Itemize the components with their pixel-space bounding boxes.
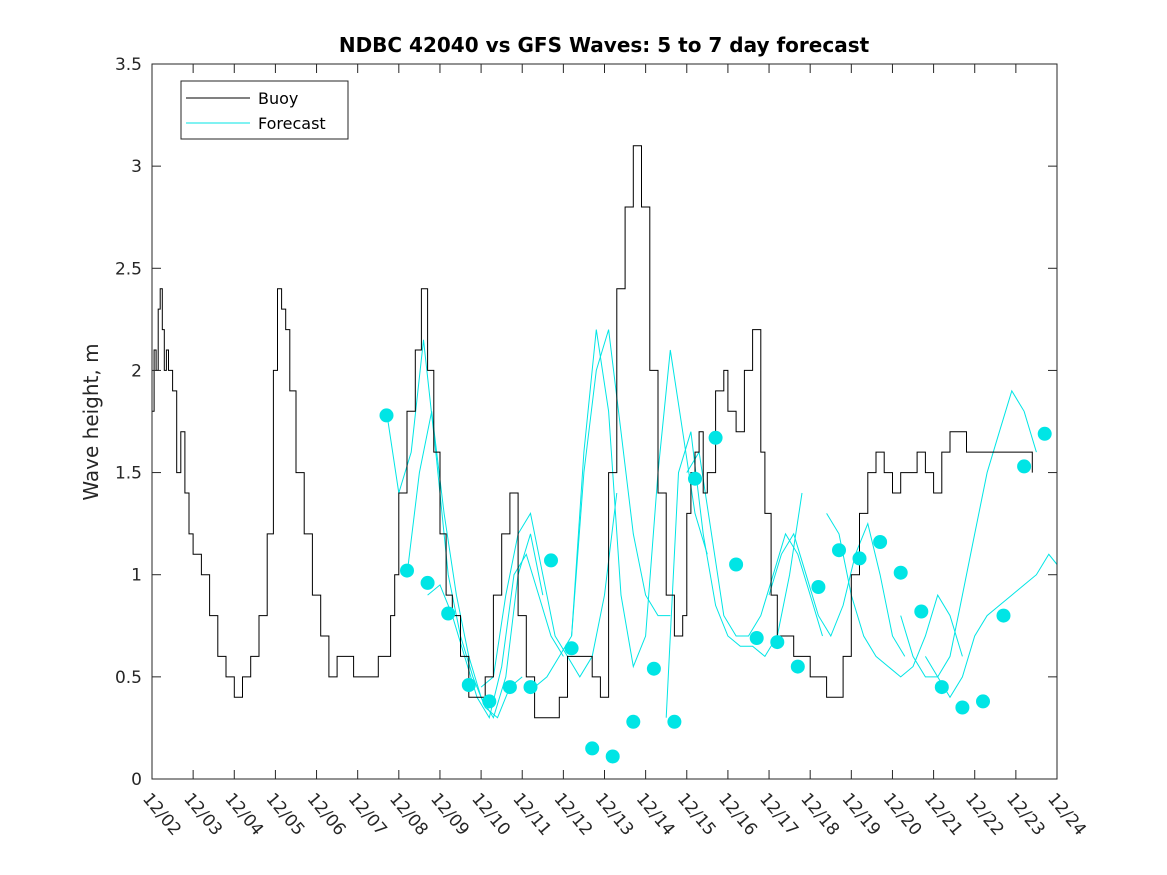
- forecast-marker: [1037, 426, 1052, 441]
- forecast-marker: [441, 606, 456, 621]
- forecast-marker: [770, 635, 785, 650]
- forecast-line-11: [900, 389, 1037, 678]
- forecast-marker: [832, 543, 846, 558]
- forecast-marker: [502, 680, 517, 695]
- forecast-line-1: [386, 339, 523, 719]
- plot-area: [152, 64, 1057, 779]
- forecast-marker: [811, 580, 826, 594]
- forecast-marker: [667, 714, 682, 729]
- forecast-marker: [914, 604, 929, 619]
- forecast-marker: [976, 694, 990, 709]
- forecast-marker: [605, 749, 620, 764]
- forecast-marker: [708, 430, 723, 445]
- forecast-marker: [1017, 459, 1032, 474]
- legend: Buoy Forecast: [180, 80, 349, 140]
- forecast-marker: [852, 551, 867, 566]
- forecast-marker: [420, 575, 435, 590]
- chart-title: NDBC 42040 vs GFS Waves: 5 to 7 day fore…: [339, 33, 870, 57]
- forecast-marker: [626, 714, 641, 729]
- forecast-marker: [955, 700, 970, 715]
- forecast-marker: [646, 661, 661, 676]
- forecast-marker: [729, 557, 744, 572]
- forecast-marker: [790, 659, 805, 674]
- forecast-line-5: [534, 329, 671, 688]
- forecast-marker: [996, 608, 1011, 623]
- forecast-marker: [564, 641, 579, 656]
- forecast-line-7: [665, 431, 803, 718]
- forecast-marker: [379, 408, 394, 423]
- y-tick-label: 1.5: [115, 464, 142, 484]
- forecast-line-2: [406, 411, 544, 719]
- forecast-line-12: [924, 553, 1058, 699]
- y-tick-label: 3.5: [115, 55, 142, 75]
- y-tick-label: 0: [131, 770, 142, 790]
- forecast-marker: [893, 565, 908, 580]
- legend-box: [180, 80, 349, 140]
- y-ticks: 0 0.5 1 1.5 2 2.5 3 3.5: [115, 55, 1057, 790]
- forecast-line-9: [768, 521, 906, 657]
- forecast-marker: [544, 553, 558, 568]
- buoy-line: [152, 145, 1033, 719]
- forecast-line-10: [826, 513, 963, 678]
- forecast-marker: [461, 678, 476, 692]
- y-tick-label: 2: [131, 361, 142, 381]
- forecast-marker: [400, 563, 414, 578]
- forecast-marker: [523, 680, 538, 695]
- y-tick-label: 1: [131, 566, 142, 586]
- forecast-marker: [934, 680, 949, 695]
- forecast-marker: [873, 535, 888, 549]
- y-axis-label: Wave height, m: [79, 343, 103, 500]
- series-layer: [152, 145, 1058, 764]
- y-tick-label: 3: [131, 157, 142, 177]
- forecast-marker: [688, 471, 702, 486]
- forecast-marker: [749, 631, 764, 645]
- y-tick-label: 2.5: [115, 259, 142, 279]
- legend-forecast-label: Forecast: [258, 114, 326, 133]
- forecast-line-8: [686, 450, 823, 637]
- forecast-marker: [482, 694, 497, 709]
- forecast-marker: [585, 741, 600, 756]
- forecast-line-6: [571, 329, 708, 669]
- forecast-line-4: [480, 492, 618, 688]
- legend-buoy-label: Buoy: [258, 89, 298, 108]
- y-tick-label: 0.5: [115, 668, 142, 688]
